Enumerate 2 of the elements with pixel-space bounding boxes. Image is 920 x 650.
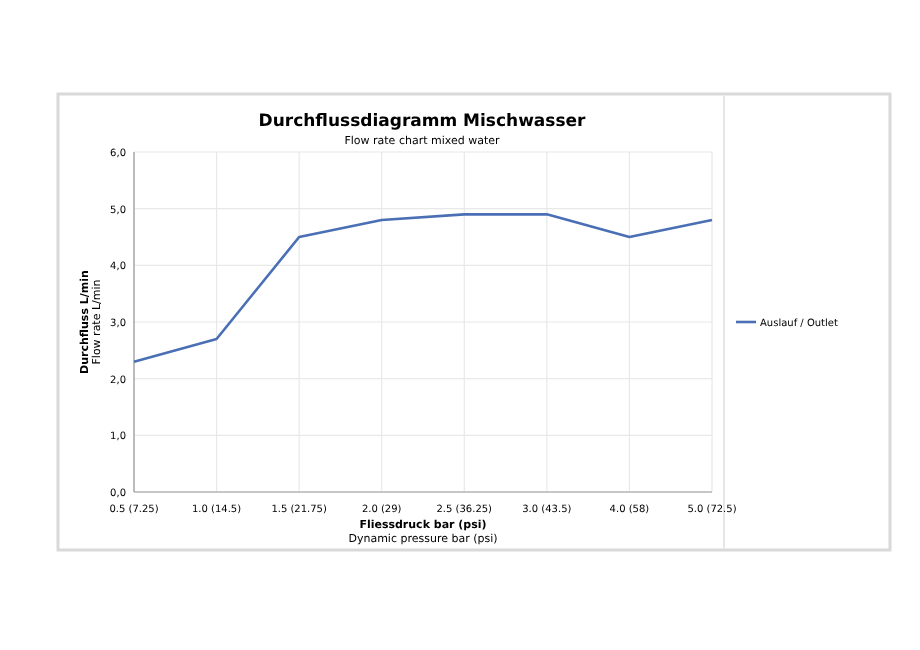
line-series — [132, 213, 714, 363]
chart-title: Durchflussdiagramm Mischwasser — [258, 112, 588, 132]
